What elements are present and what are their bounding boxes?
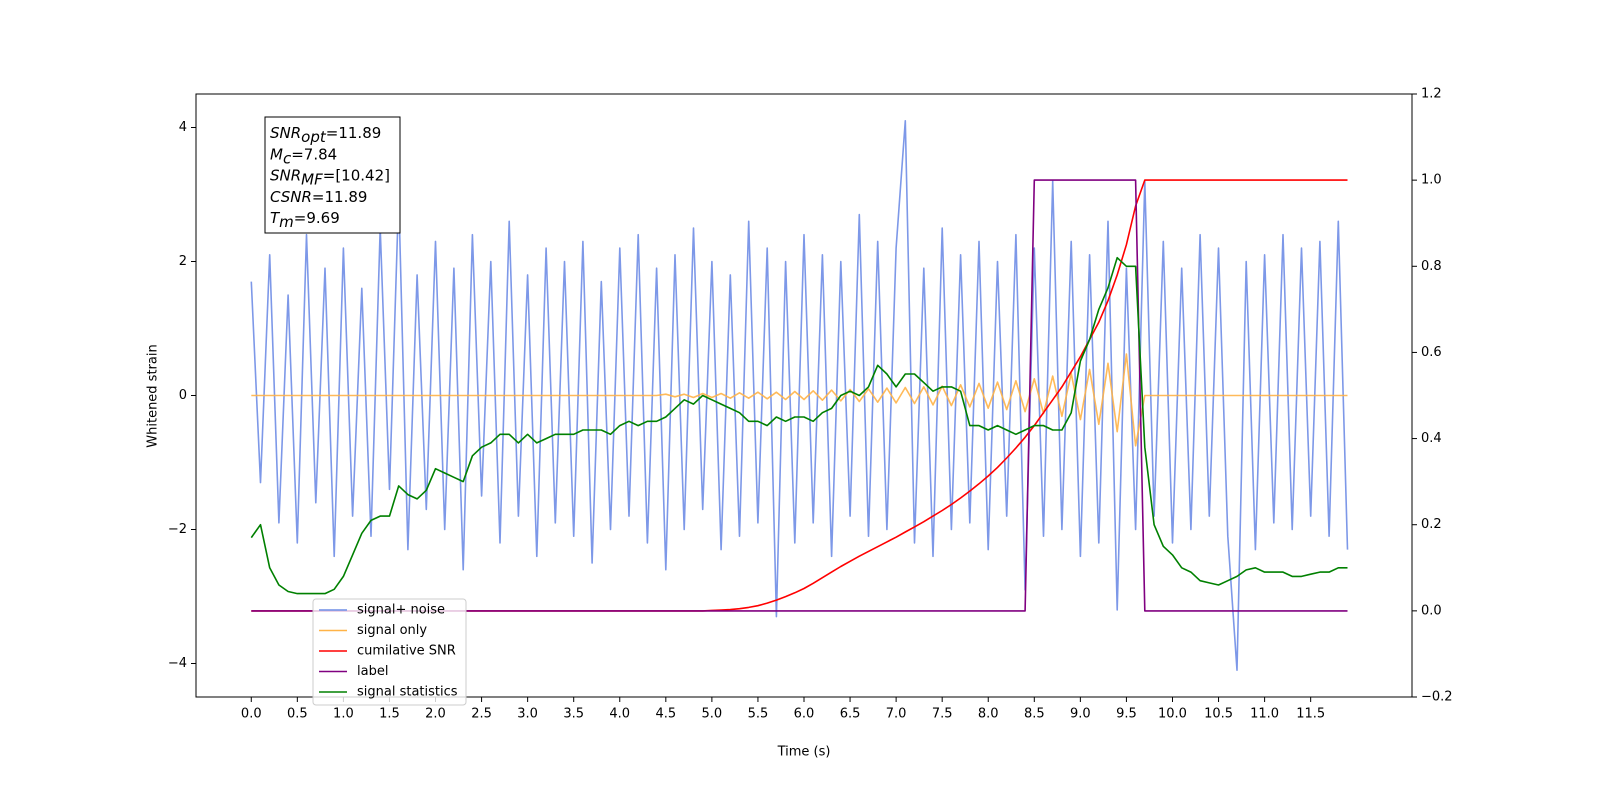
x-tick-label: 7.5 (932, 707, 953, 722)
y-tick-label: −4 (168, 656, 187, 671)
annotation-subscript: MF (301, 170, 323, 188)
series-line (250, 120, 1349, 671)
x-tick-label: 11.5 (1296, 707, 1325, 722)
annotation-symbol: SNR (270, 124, 301, 142)
annotation-line: SNRMF=[10.42] (270, 166, 390, 188)
annotation-box (264, 116, 401, 234)
x-tick-label: 10.5 (1204, 707, 1233, 722)
y2-tick-label: 0.2 (1421, 517, 1442, 532)
legend-label: signal+ noise (357, 603, 445, 618)
legend-box (312, 598, 467, 706)
annotation: SNRopt=11.89Mc=7.84SNRMF=[10.42]CSNR=11.… (264, 116, 401, 234)
legend-label: cumilative SNR (357, 644, 456, 659)
annotation-value: =[10.42] (323, 166, 390, 184)
y-tick-label: −2 (168, 522, 187, 537)
series-line (250, 256, 1348, 595)
x-tick-label: 10.0 (1158, 707, 1187, 722)
x-tick-label: 11.0 (1250, 707, 1279, 722)
y2-tick-label: 0.4 (1421, 431, 1442, 446)
x-tick-label: 2.0 (425, 707, 446, 722)
series-line (251, 353, 1348, 447)
annotation-subscript: c (283, 149, 292, 167)
annotation-line: CSNR=11.89 (270, 187, 367, 205)
x-tick-label: 7.0 (886, 707, 907, 722)
y-tick-label: 0 (179, 388, 187, 403)
annotation-value: =7.84 (291, 145, 337, 163)
x-tick-label: 5.5 (748, 707, 769, 722)
x-tick-label: 4.0 (609, 707, 630, 722)
legend-label: label (357, 664, 388, 679)
y-tick-label: 2 (179, 254, 187, 269)
y2-tick-label: −0.2 (1421, 690, 1453, 705)
y2-tick-label: 0.0 (1421, 603, 1442, 618)
x-tick-label: 2.5 (471, 707, 492, 722)
y-tick-label: 4 (179, 120, 187, 135)
y2-tick-label: 0.8 (1421, 259, 1442, 274)
annotation-symbol: M (270, 145, 283, 163)
annotation-symbol: CSNR (270, 187, 312, 205)
x-tick-label: 6.5 (840, 707, 861, 722)
x-tick-label: 3.5 (563, 707, 584, 722)
x-tick-label: 9.5 (1116, 707, 1137, 722)
x-tick-label: 4.5 (655, 707, 676, 722)
annotation-symbol: SNR (270, 166, 301, 184)
x-tick-label: 0.5 (287, 707, 308, 722)
x-tick-label: 8.5 (1024, 707, 1045, 722)
x-tick-label: 0.0 (241, 707, 262, 722)
y2-tick-label: 0.6 (1421, 345, 1442, 360)
x-tick-label: 9.0 (1070, 707, 1091, 722)
x-tick-label: 5.0 (702, 707, 723, 722)
annotation-line: Tm=9.69 (270, 209, 340, 231)
y2-tick-label: 1.2 (1421, 87, 1442, 102)
x-axis-label: Time (s) (777, 745, 831, 760)
legend-label: signal only (357, 623, 427, 638)
x-tick-label: 3.0 (517, 707, 538, 722)
annotation-line: Mc=7.84 (270, 145, 337, 167)
x-tick-label: 1.5 (379, 707, 400, 722)
annotation-subscript: m (279, 213, 294, 231)
annotation-subscript: opt (301, 128, 327, 146)
x-tick-label: 6.0 (794, 707, 815, 722)
annotation-line: SNRopt=11.89 (270, 124, 381, 146)
annotation-value: =11.89 (312, 187, 368, 205)
legend: signal+ noise signal only cumilative SNR la… (312, 598, 467, 706)
annotation-value: =9.69 (294, 209, 340, 227)
legend-label: signal statistics (357, 685, 458, 700)
annotation-symbol: T (270, 209, 281, 227)
annotation-value: =11.89 (326, 124, 382, 142)
y2-tick-label: 1.0 (1421, 173, 1442, 188)
x-tick-label: 1.0 (333, 707, 354, 722)
y-axis-label: Whitened strain (146, 344, 161, 447)
x-tick-label: 8.0 (978, 707, 999, 722)
